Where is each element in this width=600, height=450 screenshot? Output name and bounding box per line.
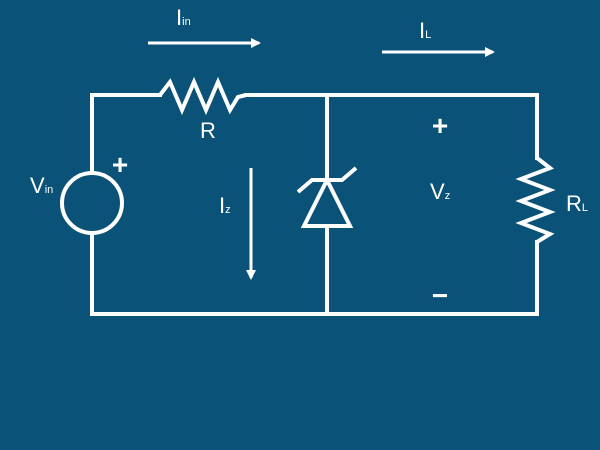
label-iz: Iz	[219, 193, 231, 218]
voltage-source-icon	[60, 171, 124, 235]
label-rl: RL	[566, 191, 588, 216]
label-r: R	[200, 118, 216, 143]
label-vz: Vz	[430, 179, 450, 204]
minus-sign-load: −	[432, 280, 448, 311]
load-resistor-icon	[515, 156, 556, 244]
wire-bottom	[90, 233, 539, 316]
wire-left-top	[90, 93, 162, 174]
label-vin: Vin	[30, 173, 53, 198]
plus-sign-source: +	[112, 149, 128, 180]
label-iin: Iin	[176, 5, 191, 30]
label-il: IL	[419, 18, 431, 43]
wires	[90, 93, 539, 316]
zener-diode-icon	[296, 166, 358, 228]
plus-sign-load: +	[432, 110, 448, 141]
resistor-icon	[158, 76, 247, 116]
